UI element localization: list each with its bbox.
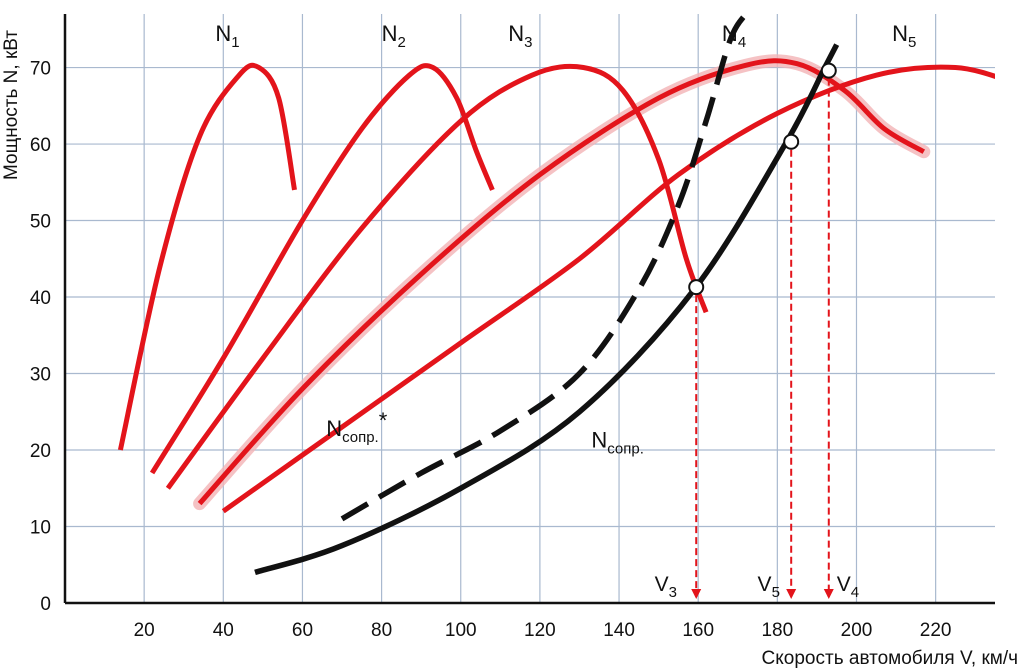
y-tick-label: 0	[40, 594, 51, 615]
y-axis-title: Мощность N, кВт	[1, 30, 22, 180]
power-curve-n2	[149, 63, 495, 475]
x-tick-label: 140	[603, 620, 635, 641]
x-tick-label: 120	[524, 620, 556, 641]
curve-n4-halo	[193, 54, 931, 511]
speed-drop-lines	[691, 78, 834, 599]
curve-labels: N1 N2 N3 N4 N5 Nсопр. Nсопр.* V3 V5 V4	[215, 21, 916, 601]
y-tick-label: 70	[30, 59, 51, 80]
label-n-resist-dashed: Nсопр.*	[326, 408, 388, 446]
operating-point-v5	[783, 133, 800, 150]
x-tick-label: 180	[761, 620, 793, 641]
label-n3: N3	[508, 21, 532, 51]
operating-points	[688, 62, 837, 296]
y-tick-label: 40	[30, 288, 51, 309]
y-tick-label: 10	[30, 518, 51, 539]
axes: Мощность N, кВт Скорость автомобиля V, к…	[1, 14, 1018, 669]
operating-point-v3	[688, 279, 705, 296]
power-curve-n1	[117, 62, 297, 451]
power-curve-n4	[197, 58, 926, 506]
label-v4: V4	[837, 573, 859, 601]
label-v5: V5	[758, 573, 780, 601]
y-tick-label: 50	[30, 212, 51, 233]
x-tick-label: 20	[134, 620, 155, 641]
power-curve-n5	[221, 64, 995, 514]
x-axis-title: Скорость автомобиля V, км/ч	[762, 648, 1018, 669]
label-v3: V3	[655, 573, 677, 601]
y-tick-label: 60	[30, 135, 51, 156]
label-n2: N2	[382, 21, 406, 51]
label-n5: N5	[892, 21, 916, 51]
x-tick-label: 60	[292, 620, 313, 641]
resistance-curve-dashed	[340, 14, 749, 522]
x-tick-label: 160	[682, 620, 714, 641]
x-tick-label: 100	[445, 620, 477, 641]
label-n-resist: Nсопр.	[591, 428, 644, 458]
operating-point-v4	[820, 62, 837, 79]
x-tick-label: 200	[841, 620, 873, 641]
y-tick-label: 30	[30, 365, 51, 386]
x-tick-label: 80	[371, 620, 392, 641]
resistance-curve-solid	[254, 43, 840, 576]
label-n4: N4	[722, 21, 746, 51]
label-n1: N1	[215, 21, 239, 51]
curves	[117, 14, 995, 576]
y-tick-label: 20	[30, 441, 51, 462]
power-curve-n3	[165, 63, 709, 490]
x-tick-label: 40	[213, 620, 234, 641]
x-tick-label: 220	[920, 620, 952, 641]
